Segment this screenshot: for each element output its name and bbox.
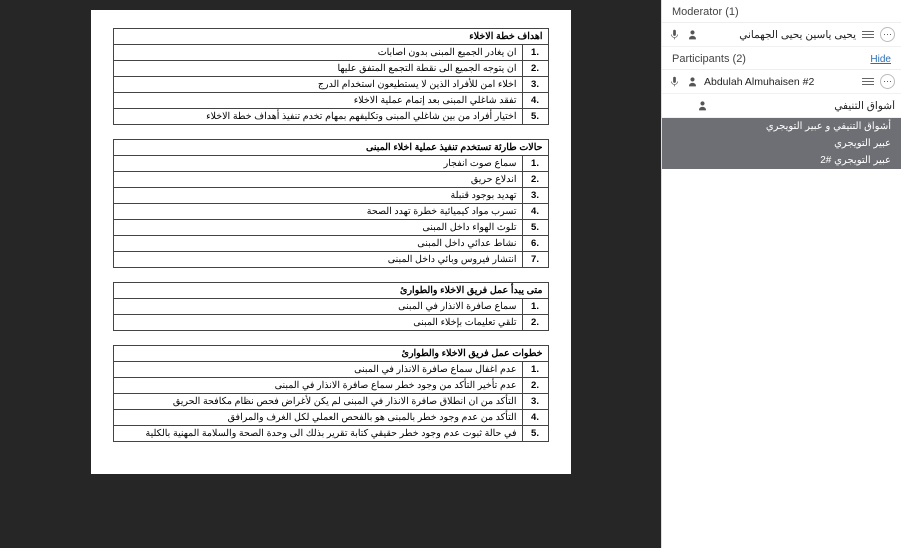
lines-icon[interactable]	[862, 31, 874, 39]
participant-row[interactable]: Abdulah Almuhaisen #2 ⋯	[662, 70, 901, 94]
table-row: .5في حالة ثبوت عدم وجود خطر حقيقي كتابة …	[113, 426, 548, 442]
doc-table-title: حالات طارئة تستخدم تنفيذ عملية اخلاء الم…	[113, 140, 548, 156]
row-text: سماع صافرة الانذار في المبنى	[113, 299, 522, 315]
table-row: .5تلوث الهواء داخل المبنى	[113, 220, 548, 236]
breakout-group-row[interactable]: عبير التويجري	[662, 135, 901, 152]
participants-section-header: Participants (2) Hide	[662, 47, 901, 70]
row-text: اختيار أفراد من بين شاغلي المبنى وتكليفه…	[113, 109, 522, 125]
breakout-group-row[interactable]: عبير التويجري #2	[662, 152, 901, 169]
table-row: .4تسرب مواد كيميائية خطرة تهدد الصحة	[113, 204, 548, 220]
table-row: .4التأكد من عدم وجود خطر بالمبنى هو بالف…	[113, 410, 548, 426]
shared-document: اهداف خطة الاخلاء.1ان يغادر الجميع المبن…	[91, 10, 571, 474]
table-row: .7انتشار فيروس وبائي داخل المبنى	[113, 252, 548, 268]
mic-icon	[668, 76, 680, 88]
row-text: التأكد من عدم وجود خطر بالمبنى هو بالفحص…	[113, 410, 522, 426]
row-text: انتشار فيروس وبائي داخل المبنى	[113, 252, 522, 268]
row-number: .7	[522, 252, 548, 268]
moderator-section-header: Moderator (1)	[662, 0, 901, 23]
hide-link[interactable]: Hide	[870, 54, 891, 65]
breakout-group-row[interactable]: أشواق التنيفي و عبير التويجري	[662, 118, 901, 135]
participants-title: Participants (2)	[672, 53, 746, 65]
table-row: .1سماع صافرة الانذار في المبنى	[113, 299, 548, 315]
row-number: .5	[522, 426, 548, 442]
row-number: .3	[522, 77, 548, 93]
table-row: .2عدم تأخير التأكد من وجود خطر سماع صافر…	[113, 378, 548, 394]
row-number: .1	[522, 45, 548, 61]
table-row: .3التأكد من ان انطلاق صافرة الانذار في ا…	[113, 394, 548, 410]
doc-table-title: متى يبدأ عمل فريق الاخلاء والطوارئ	[113, 283, 548, 299]
table-row: .1عدم اغفال سماع صافرة الانذار في المبنى	[113, 362, 548, 378]
row-text: تسرب مواد كيميائية خطرة تهدد الصحة	[113, 204, 522, 220]
row-text: تلوث الهواء داخل المبنى	[113, 220, 522, 236]
mic-icon	[668, 29, 680, 41]
row-number: .2	[522, 378, 548, 394]
row-number: .4	[522, 204, 548, 220]
moderator-row[interactable]: يحيى ياسين يحيى الجهماني ⋯	[662, 23, 901, 47]
table-row: .2تلقي تعليمات بإخلاء المبنى	[113, 315, 548, 331]
participant-name: Abdulah Almuhaisen #2	[704, 76, 856, 88]
more-options-button[interactable]: ⋯	[880, 74, 895, 89]
sub-participant-name: أشواق التنيفي	[714, 100, 895, 112]
row-text: التأكد من ان انطلاق صافرة الانذار في الم…	[113, 394, 522, 410]
person-icon	[686, 76, 698, 88]
row-number: .5	[522, 220, 548, 236]
person-icon	[686, 29, 698, 41]
row-number: .1	[522, 299, 548, 315]
doc-table-title: اهداف خطة الاخلاء	[113, 29, 548, 45]
doc-table: اهداف خطة الاخلاء.1ان يغادر الجميع المبن…	[113, 28, 549, 125]
sub-participant-row[interactable]: أشواق التنيفي	[662, 94, 901, 118]
table-row: .3تهديد بوجود قنبلة	[113, 188, 548, 204]
row-text: ان يغادر الجميع المبنى بدون اصابات	[113, 45, 522, 61]
doc-table-title: خطوات عمل فريق الاخلاء والطوارئ	[113, 346, 548, 362]
row-text: عدم اغفال سماع صافرة الانذار في المبنى	[113, 362, 522, 378]
row-text: تلقي تعليمات بإخلاء المبنى	[113, 315, 522, 331]
more-options-button[interactable]: ⋯	[880, 27, 895, 42]
table-row: .5اختيار أفراد من بين شاغلي المبنى وتكلي…	[113, 109, 548, 125]
row-number: .4	[522, 93, 548, 109]
table-row: .6نشاط عدائي داخل المبنى	[113, 236, 548, 252]
table-row: .1ان يغادر الجميع المبنى بدون اصابات	[113, 45, 548, 61]
row-number: .2	[522, 315, 548, 331]
moderator-title: Moderator (1)	[672, 6, 739, 18]
row-text: تفقد شاغلي المبنى بعد إتمام عملية الاخلا…	[113, 93, 522, 109]
row-number: .1	[522, 362, 548, 378]
row-number: .3	[522, 188, 548, 204]
row-number: .2	[522, 61, 548, 77]
row-number: .1	[522, 156, 548, 172]
person-icon	[696, 100, 708, 112]
row-text: سماع صوت انفجار	[113, 156, 522, 172]
table-row: .1سماع صوت انفجار	[113, 156, 548, 172]
table-row: .4تفقد شاغلي المبنى بعد إتمام عملية الاخ…	[113, 93, 548, 109]
doc-table: متى يبدأ عمل فريق الاخلاء والطوارئ.1سماع…	[113, 282, 549, 331]
row-number: .4	[522, 410, 548, 426]
lines-icon[interactable]	[862, 78, 874, 86]
moderator-name: يحيى ياسين يحيى الجهماني	[704, 29, 856, 41]
doc-table: حالات طارئة تستخدم تنفيذ عملية اخلاء الم…	[113, 139, 549, 268]
doc-table: خطوات عمل فريق الاخلاء والطوارئ.1عدم اغف…	[113, 345, 549, 442]
row-number: .3	[522, 394, 548, 410]
presentation-stage: اهداف خطة الاخلاء.1ان يغادر الجميع المبن…	[0, 0, 661, 548]
row-text: نشاط عدائي داخل المبنى	[113, 236, 522, 252]
row-number: .2	[522, 172, 548, 188]
row-text: في حالة ثبوت عدم وجود خطر حقيقي كتابة تق…	[113, 426, 522, 442]
row-number: .6	[522, 236, 548, 252]
row-text: عدم تأخير التأكد من وجود خطر سماع صافرة …	[113, 378, 522, 394]
table-row: .2ان يتوجه الجميع الى نقطة التجمع المتفق…	[113, 61, 548, 77]
table-row: .2اندلاع حريق	[113, 172, 548, 188]
table-row: .3اخلاء امن للأفراد الذين لا يستطيعون اس…	[113, 77, 548, 93]
row-number: .5	[522, 109, 548, 125]
row-text: اخلاء امن للأفراد الذين لا يستطيعون استخ…	[113, 77, 522, 93]
row-text: اندلاع حريق	[113, 172, 522, 188]
row-text: ان يتوجه الجميع الى نقطة التجمع المتفق ع…	[113, 61, 522, 77]
participants-panel: Moderator (1) يحيى ياسين يحيى الجهماني ⋯…	[661, 0, 901, 548]
row-text: تهديد بوجود قنبلة	[113, 188, 522, 204]
